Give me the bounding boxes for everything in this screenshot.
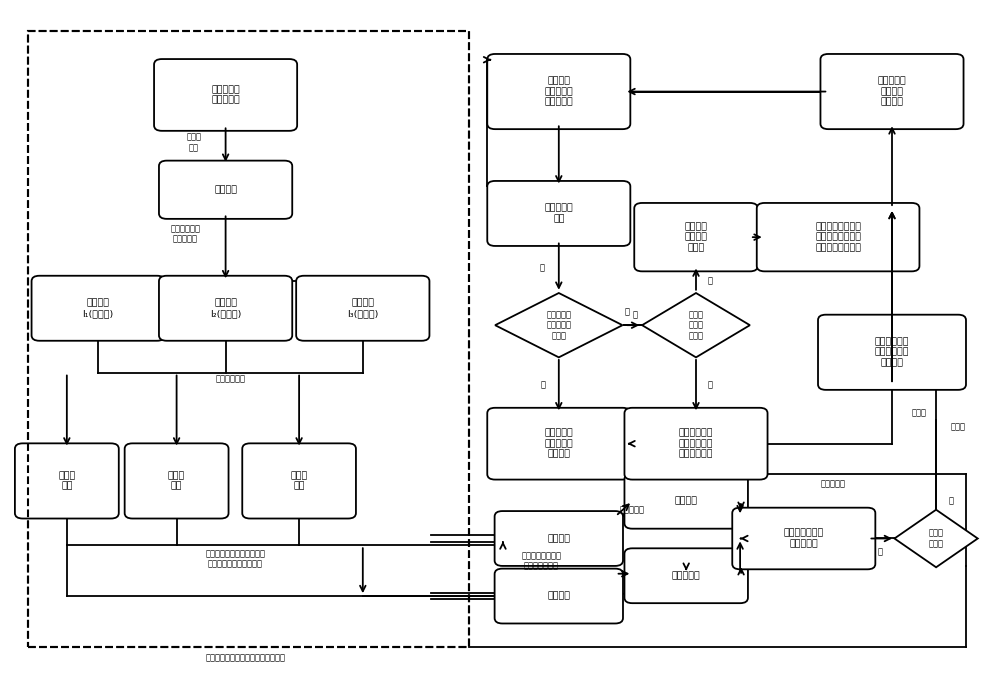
- Text: 是否完
全匹配: 是否完 全匹配: [929, 529, 944, 548]
- Text: 双果实
果串: 双果实 果串: [168, 471, 185, 491]
- FancyBboxPatch shape: [732, 508, 875, 569]
- Text: 彩色图像
I₃(即树枝): 彩色图像 I₃(即树枝): [347, 299, 378, 318]
- Text: 训练，分类器
分割、识别: 训练，分类器 分割、识别: [170, 224, 200, 243]
- Text: 正负样本: 正负样本: [214, 185, 237, 194]
- Text: 左图像取母枝外接
矩形几何中心点: 左图像取母枝外接 矩形几何中心点: [521, 551, 561, 571]
- FancyBboxPatch shape: [624, 549, 748, 603]
- Text: 母枝被树枝
遮挡: 母枝被树枝 遮挡: [544, 204, 573, 223]
- Text: 否: 否: [633, 310, 638, 319]
- Text: 待匹配点: 待匹配点: [675, 497, 698, 506]
- Text: 多果实
果串: 多果实 果串: [290, 471, 308, 491]
- Bar: [28, 30, 469, 647]
- Text: 融合分析、利用果实轮廓外
切矩形的中垂线确定母枝: 融合分析、利用果实轮廓外 切矩形的中垂线确定母枝: [205, 549, 265, 569]
- FancyBboxPatch shape: [296, 276, 429, 341]
- Text: 提取特
征值: 提取特 征值: [186, 133, 201, 152]
- Text: 母枝预定位图
像及预定位几
何中心点: 母枝预定位图 像及预定位几 何中心点: [875, 337, 909, 367]
- Text: 实际定位几何中心
点与预定位几何中
心点之间比较分析: 实际定位几何中心 点与预定位几何中 心点之间比较分析: [815, 223, 861, 252]
- FancyBboxPatch shape: [159, 276, 292, 341]
- FancyBboxPatch shape: [487, 181, 630, 246]
- Text: 特征匹配点: 特征匹配点: [672, 571, 701, 580]
- Text: 彩色图像
I₁(即果实): 彩色图像 I₁(即果实): [83, 299, 114, 318]
- FancyBboxPatch shape: [154, 59, 297, 131]
- Text: 果串母枝: 果串母枝: [547, 591, 570, 600]
- FancyBboxPatch shape: [757, 203, 919, 272]
- Text: 归一化互相关函
数进行匹配: 归一化互相关函 数进行匹配: [784, 529, 824, 548]
- Text: 母枝是否因
动力因素
发生偏移: 母枝是否因 动力因素 发生偏移: [878, 77, 906, 106]
- Text: 右图像搜索: 右图像搜索: [620, 506, 645, 515]
- FancyBboxPatch shape: [495, 569, 623, 623]
- Text: 果串分类原则: 果串分类原则: [216, 375, 246, 384]
- Text: 单目相机获
取彩色图像: 单目相机获 取彩色图像: [211, 85, 240, 104]
- Polygon shape: [495, 293, 622, 357]
- Text: 单果实
果串: 单果实 果串: [58, 471, 75, 491]
- FancyBboxPatch shape: [487, 408, 630, 480]
- Polygon shape: [894, 510, 978, 567]
- Text: 采摘过程中: 采摘过程中: [821, 480, 846, 489]
- Text: 否: 否: [625, 307, 630, 316]
- Text: 是否识
别到果
串母枝: 是否识 别到果 串母枝: [688, 310, 704, 340]
- Text: 彩色图像
I₂(即叶子): 彩色图像 I₂(即叶子): [210, 299, 241, 318]
- FancyBboxPatch shape: [495, 511, 623, 566]
- Text: 是: 是: [949, 497, 954, 506]
- Text: 否: 否: [877, 547, 882, 556]
- Text: 采摘前: 采摘前: [912, 408, 927, 418]
- Text: 八邻域像素
是否属于同
一事物: 八邻域像素 是否属于同 一事物: [546, 310, 571, 340]
- Text: 母枝实际定位
图像及实际定
位几何中心点: 母枝实际定位 图像及实际定 位几何中心点: [679, 429, 713, 459]
- Text: 采摘前: 采摘前: [951, 422, 966, 431]
- Text: 叠加预定位
图像与实际
定位图像: 叠加预定位 图像与实际 定位图像: [544, 429, 573, 459]
- FancyBboxPatch shape: [159, 160, 292, 219]
- FancyBboxPatch shape: [242, 444, 356, 518]
- FancyBboxPatch shape: [818, 314, 966, 390]
- Text: 融合分析、与果实相连的树枝为母枝: 融合分析、与果实相连的树枝为母枝: [205, 654, 285, 663]
- FancyBboxPatch shape: [624, 474, 748, 529]
- FancyBboxPatch shape: [125, 444, 229, 518]
- Text: 双目相机: 双目相机: [547, 534, 570, 543]
- Text: 经八邻域
像素继续判
断其他遮挡: 经八邻域 像素继续判 断其他遮挡: [544, 77, 573, 106]
- FancyBboxPatch shape: [634, 203, 758, 272]
- Text: 否: 否: [708, 380, 713, 389]
- Text: 是: 是: [539, 263, 544, 272]
- Text: 八邻域像
素经分类
器判断: 八邻域像 素经分类 器判断: [684, 223, 708, 252]
- FancyBboxPatch shape: [32, 276, 165, 341]
- Text: 否: 否: [541, 380, 546, 389]
- FancyBboxPatch shape: [487, 54, 630, 129]
- FancyBboxPatch shape: [624, 408, 768, 480]
- FancyBboxPatch shape: [820, 54, 964, 129]
- Text: 是: 是: [708, 276, 713, 285]
- Polygon shape: [642, 293, 750, 357]
- FancyBboxPatch shape: [15, 444, 119, 518]
- Bar: [28, 30, 469, 647]
